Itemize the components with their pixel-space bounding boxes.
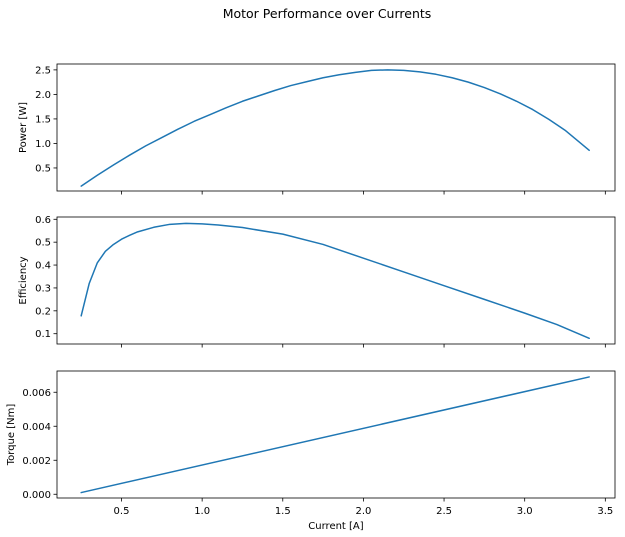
- x-tick-label: 3.0: [517, 506, 533, 517]
- y-tick-label: 0.3: [35, 283, 51, 294]
- x-tick-label: 1.0: [194, 506, 210, 517]
- y-axis-label: Efficiency: [18, 256, 29, 304]
- y-tick-label: 0.006: [22, 388, 51, 399]
- x-tick-label: 2.5: [436, 506, 452, 517]
- y-tick-label: 0.004: [22, 422, 51, 433]
- y-tick-label: 0.002: [22, 456, 51, 467]
- series-line-2-1: [80, 222, 590, 340]
- subplot-1: 0.5 1.0 1.5 2.0 2.5 Power [W]: [18, 63, 616, 195]
- y-tick-label: 1.5: [35, 114, 51, 125]
- subplot-2: 0.1 0.2 0.3 0.4 0.5 0.6 Efficiency: [18, 215, 616, 348]
- y-tick-label: 0.000: [22, 490, 51, 501]
- axes-frame: [56, 63, 616, 192]
- series-line-3-1: [80, 376, 590, 494]
- x-tick-label: 1.5: [275, 506, 291, 517]
- y-tick-label: 0.1: [35, 329, 51, 340]
- y-tick-label: 2.0: [35, 90, 51, 101]
- axes-frame: [56, 216, 616, 345]
- y-axis-label: Power [W]: [18, 102, 29, 153]
- y-tick-label: 0.5: [35, 163, 51, 174]
- y-tick-label: 0.5: [35, 238, 51, 249]
- y-tick-label: 1.0: [35, 139, 51, 150]
- y-tick-label: 2.5: [35, 65, 51, 76]
- subplot-3: 0.000 0.002 0.004 0.006 0.5 1.0 1.5 2.0 2.5 3.0 3.…: [6, 370, 616, 532]
- x-tick-label: 3.5: [597, 506, 613, 517]
- y-tick-label: 0.2: [35, 306, 51, 317]
- x-tick-label: 0.5: [114, 506, 130, 517]
- y-tick-label: 0.6: [35, 215, 51, 226]
- axes-frame: [56, 370, 616, 499]
- series-line-1-1: [80, 69, 590, 187]
- x-axis-label: Current [A]: [308, 521, 363, 532]
- x-tick-label: 2.0: [355, 506, 371, 517]
- y-axis-label: Torque [Nm]: [6, 404, 17, 467]
- figure-title: Motor Performance over Currents: [223, 6, 432, 21]
- y-tick-label: 0.4: [35, 261, 51, 272]
